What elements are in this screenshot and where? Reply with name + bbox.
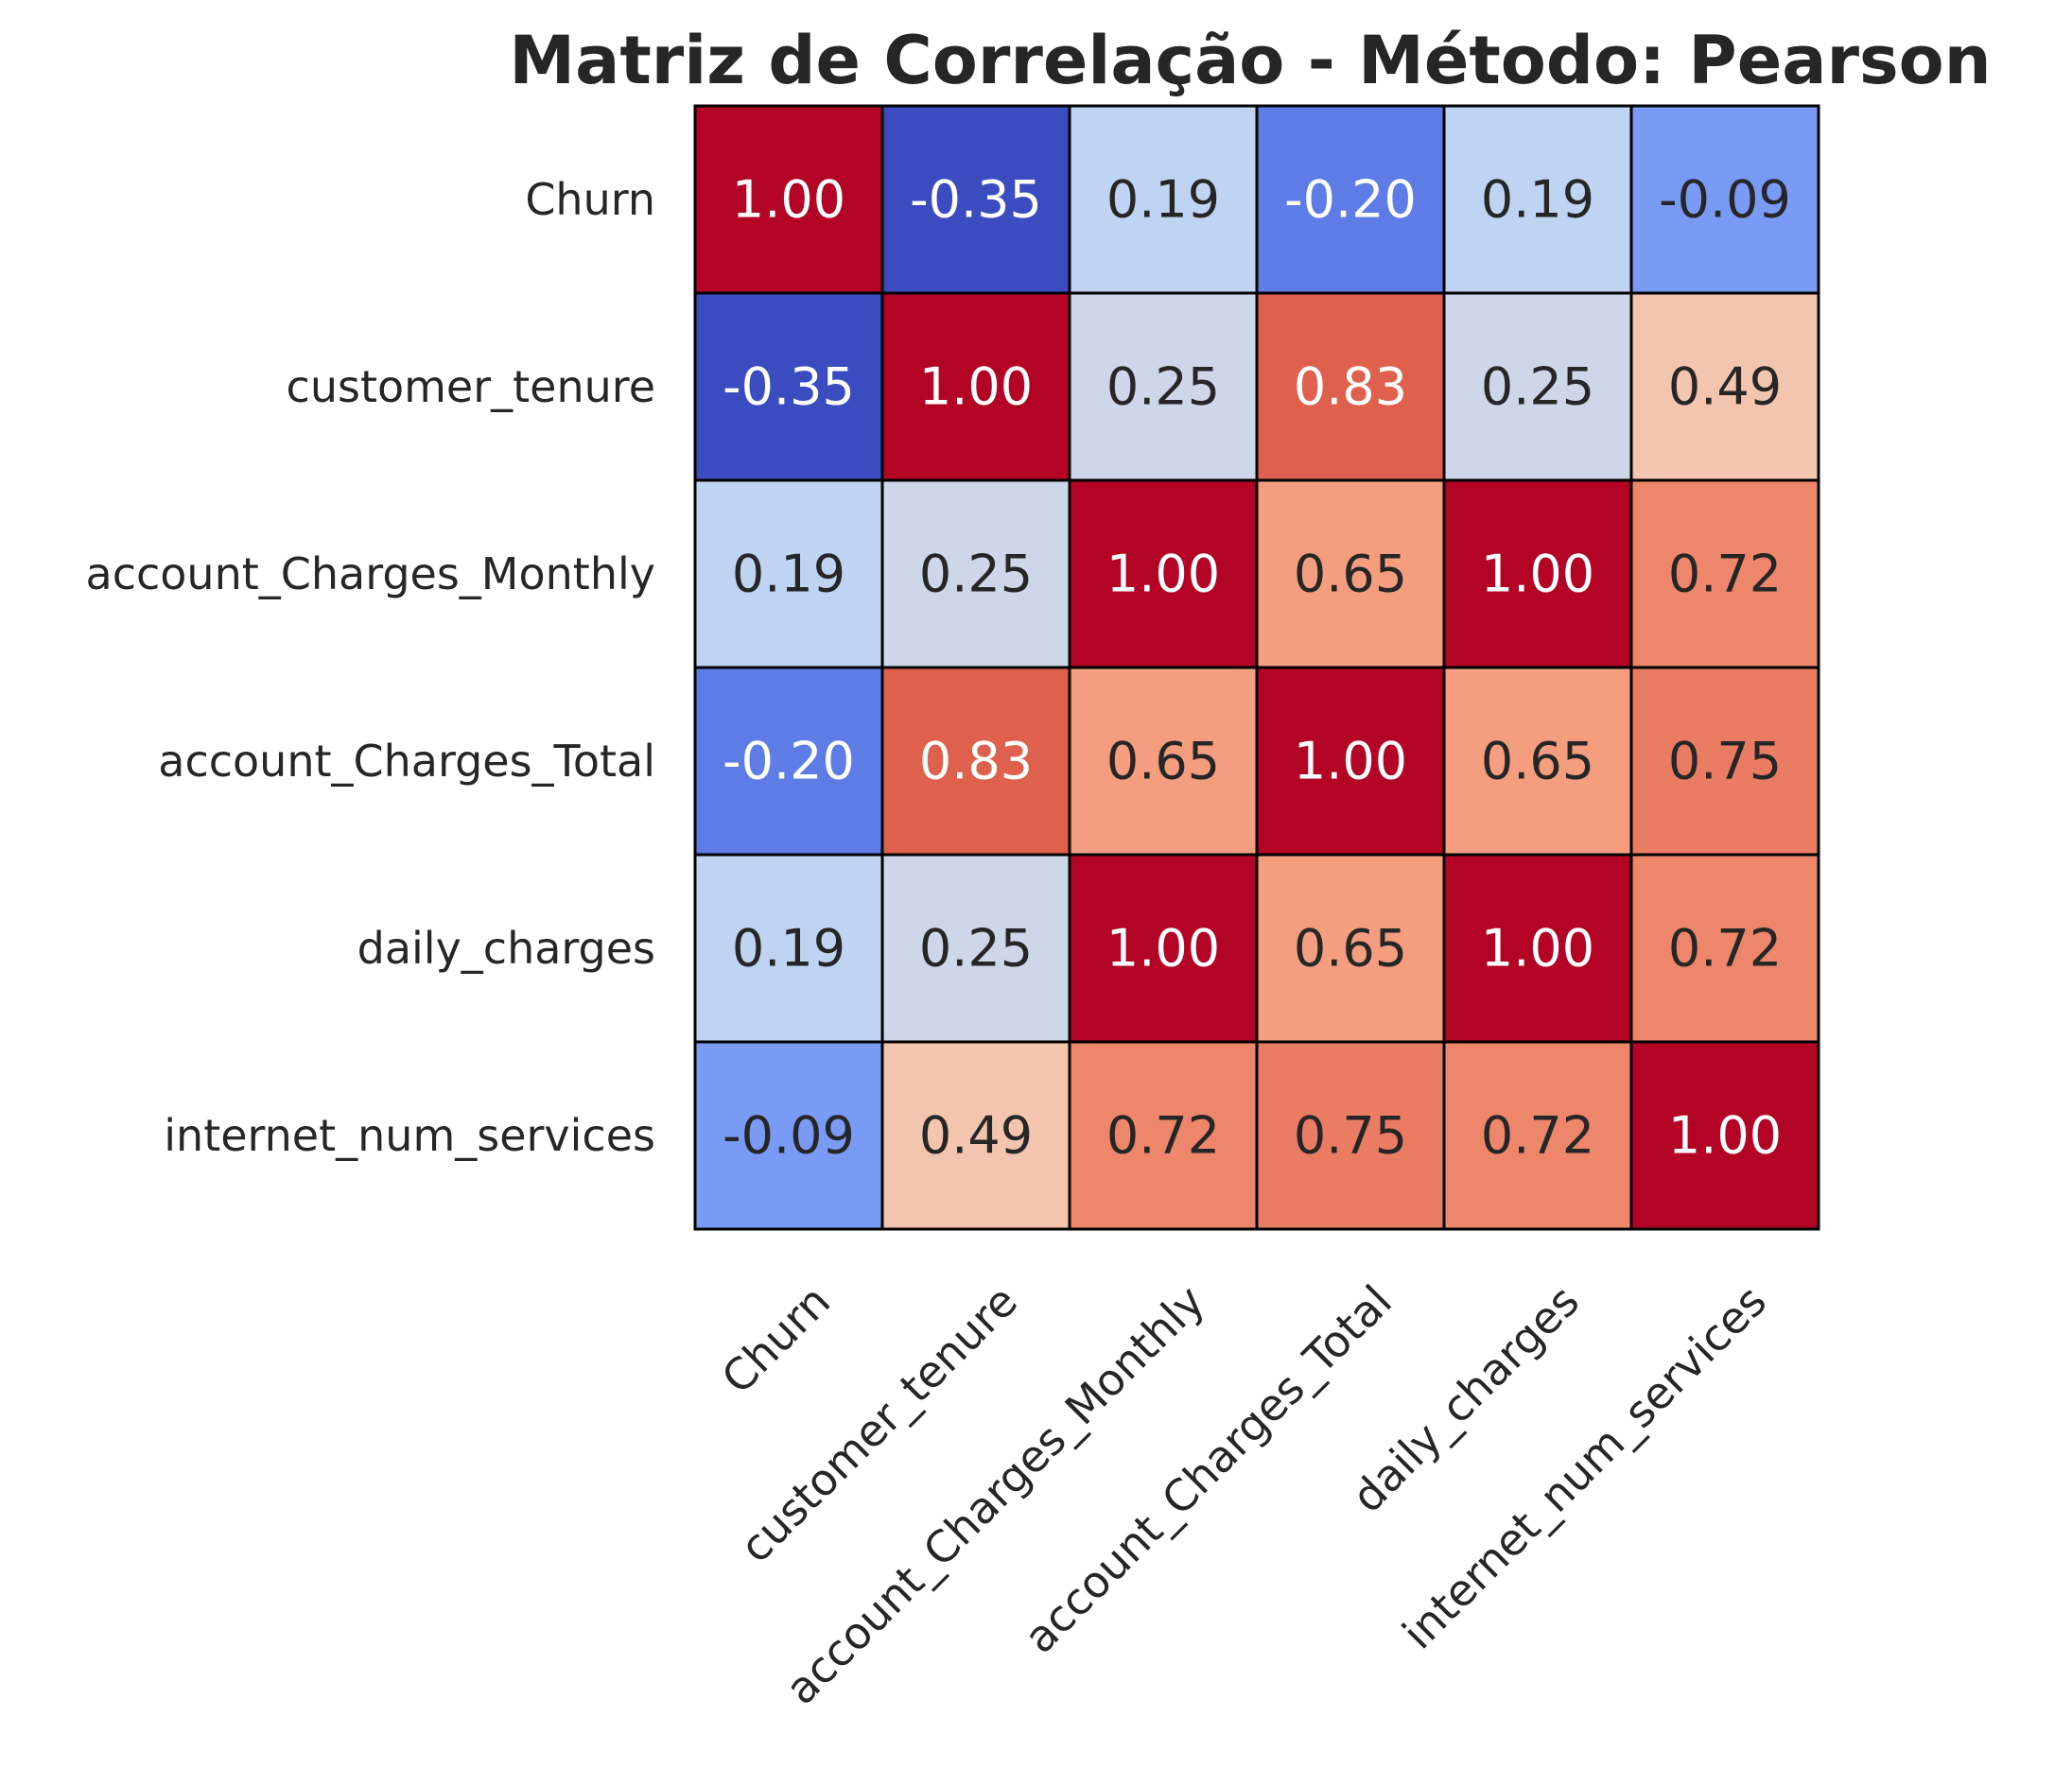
cell-value-label: 1.00 [1481, 919, 1594, 979]
cell-value-label: 1.00 [919, 357, 1033, 417]
heatmap-cell [1255, 666, 1446, 857]
y-tick-label: daily_charges [357, 923, 655, 974]
cell-value-label: 1.00 [1668, 1106, 1782, 1166]
y-tick-label: Churn [525, 174, 655, 225]
heatmap-cell [693, 853, 884, 1044]
heatmap-cell [1442, 853, 1633, 1044]
cell-value-label: 0.19 [732, 545, 845, 604]
cell-value-label: 0.72 [1481, 1106, 1594, 1166]
cell-value-label: 0.25 [1481, 357, 1594, 417]
y-tick-label: customer_tenure [287, 361, 655, 412]
cell-value-label: 0.72 [1668, 545, 1782, 604]
heatmap-cell [1068, 666, 1259, 857]
cell-value-label: 1.00 [1294, 732, 1407, 791]
heatmap-cell [1255, 291, 1446, 482]
heatmap-cell [1629, 291, 1820, 482]
x-tick-labels: Churncustomer_tenureaccount_Charges_Mont… [712, 1275, 1777, 1714]
y-tick-labels: Churn customer_tenure account_Charges_Mont… [86, 174, 655, 1161]
heatmap-cell [693, 104, 884, 295]
heatmap-cell [1442, 666, 1633, 857]
cell-value-label: 1.00 [1106, 545, 1220, 604]
cell-value-label: 1.00 [1106, 919, 1220, 979]
cell-value-label: -0.20 [1284, 170, 1417, 230]
heatmap-cell [1255, 853, 1446, 1044]
cell-value-label: 0.25 [919, 545, 1033, 604]
cell-value-label: -0.09 [1659, 170, 1791, 230]
heatmap-cell [1629, 104, 1820, 295]
x-tick-label: Churn [712, 1275, 841, 1404]
heatmap-cell [1629, 478, 1820, 669]
cell-value-label: 0.75 [1668, 732, 1782, 791]
y-tick-label: account_Charges_Total [158, 736, 655, 787]
heatmap-cell [1255, 1040, 1446, 1231]
y-tick-label: account_Charges_Monthly [86, 548, 655, 599]
heatmap-cell [1629, 1040, 1820, 1231]
cell-value-label: 0.65 [1481, 732, 1594, 791]
cell-value-label: 0.19 [732, 919, 845, 979]
cell-value-label: 0.83 [1294, 357, 1407, 417]
cell-value-label: 0.72 [1668, 919, 1782, 979]
heatmap-cell [1255, 104, 1446, 295]
cell-value-label: -0.35 [910, 170, 1042, 230]
heatmap-cell [693, 666, 884, 857]
cell-value-label: 0.25 [919, 919, 1033, 979]
heatmap-cell [880, 291, 1071, 482]
cell-value-label: 0.75 [1294, 1106, 1407, 1166]
cell-value-label: 1.00 [732, 170, 845, 230]
heatmap-cell [880, 666, 1071, 857]
heatmap-cell [1068, 853, 1259, 1044]
heatmap-cells: 1.00 -0.35 0.19 -0.20 0.19 -0.09 -0.35 1.00 0.25… [693, 104, 1820, 1231]
cell-value-label: -0.20 [723, 732, 855, 791]
heatmap-cell [1442, 1040, 1633, 1231]
cell-value-label: -0.35 [723, 357, 855, 417]
heatmap-cell [1442, 478, 1633, 669]
x-tick-label: account_Charges_Total [1014, 1275, 1402, 1663]
heatmap-cell [880, 478, 1071, 669]
cell-value-label: 0.25 [1106, 357, 1220, 417]
heatmap-cell [1068, 104, 1259, 295]
cell-value-label: 0.65 [1106, 732, 1220, 791]
y-tick-label: internet_num_services [164, 1110, 655, 1161]
heatmap-cell [1255, 478, 1446, 669]
cell-value-label: 0.83 [919, 732, 1033, 791]
heatmap-cell [1629, 853, 1820, 1044]
heatmap-cell [880, 104, 1071, 295]
cell-value-label: 0.72 [1106, 1106, 1220, 1166]
cell-value-label: 0.49 [1668, 357, 1782, 417]
chart-title: Matriz de Correlação - Método: Pearson [509, 22, 1991, 99]
cell-value-label: -0.09 [723, 1106, 855, 1166]
heatmap-cell [693, 1040, 884, 1231]
cell-value-label: 0.19 [1481, 170, 1594, 230]
cell-value-label: 1.00 [1481, 545, 1594, 604]
heatmap-cell [1629, 666, 1820, 857]
cell-value-label: 0.49 [919, 1106, 1033, 1166]
cell-value-label: 0.65 [1294, 545, 1407, 604]
cell-value-label: 0.19 [1106, 170, 1220, 230]
cell-value-label: 0.65 [1294, 919, 1407, 979]
x-tick-label: internet_num_services [1392, 1275, 1776, 1659]
